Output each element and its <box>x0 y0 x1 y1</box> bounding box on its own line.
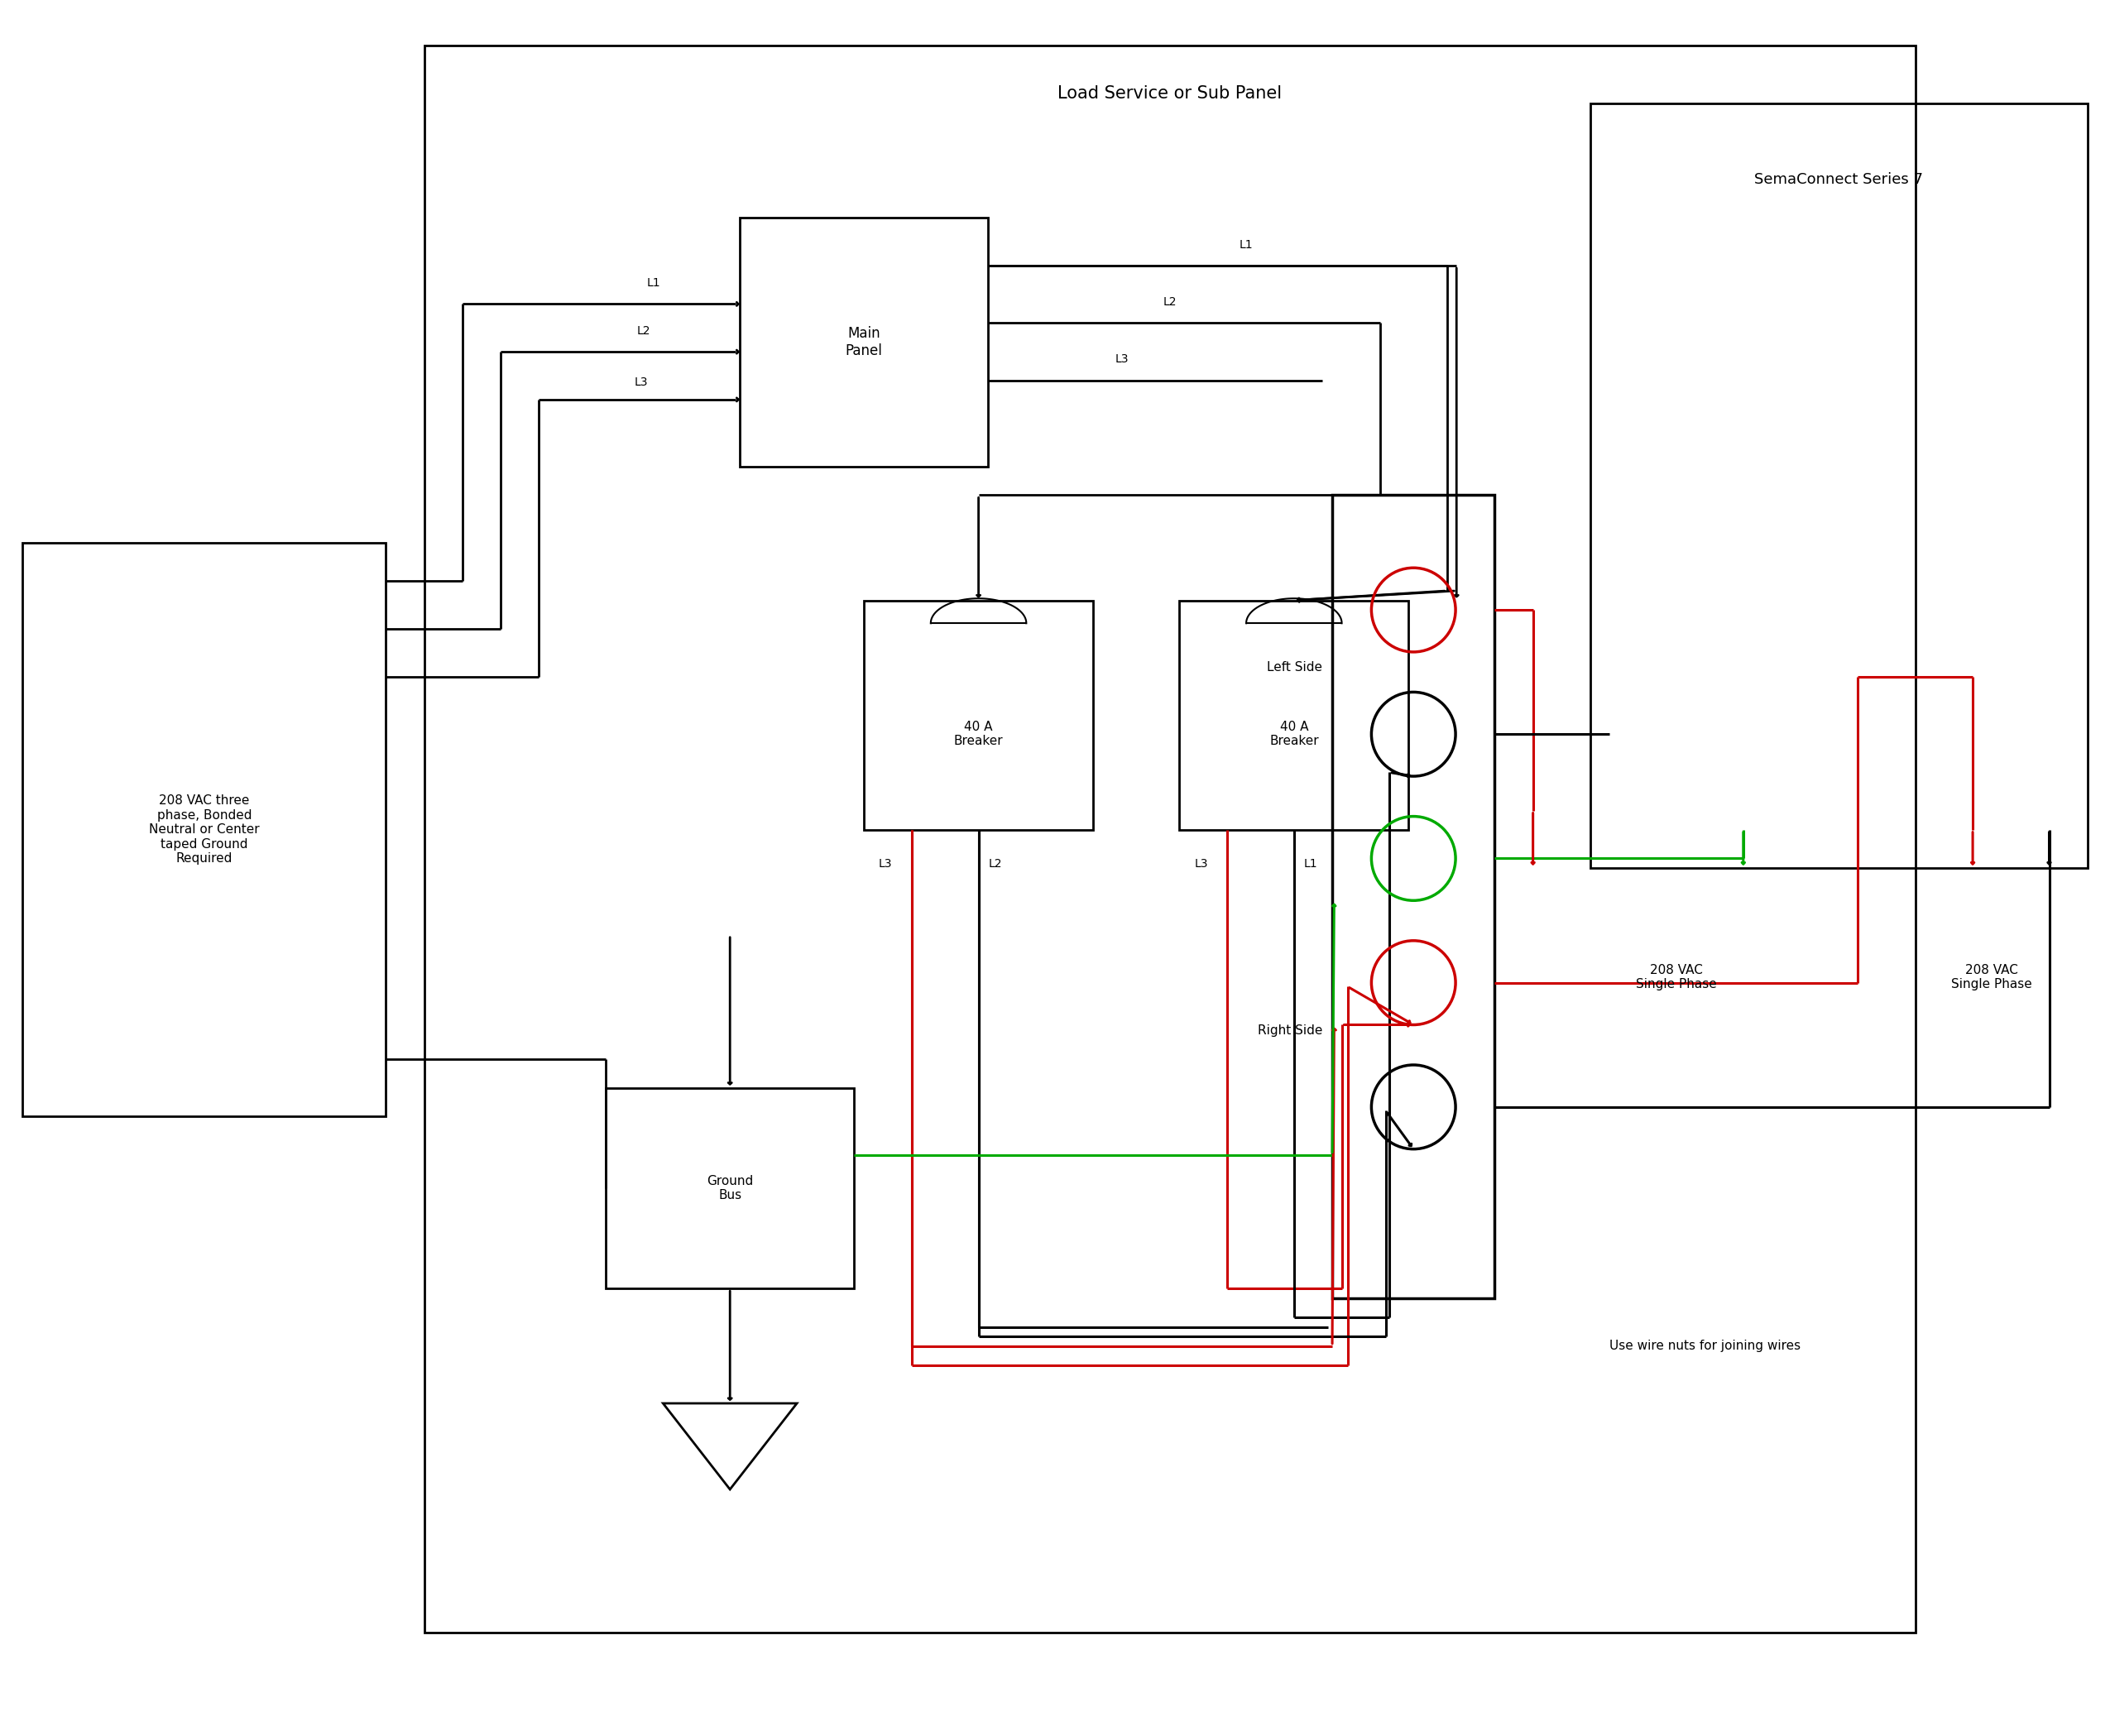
Text: L1: L1 <box>646 278 660 288</box>
Text: Use wire nuts for joining wires: Use wire nuts for joining wires <box>1610 1340 1800 1352</box>
Text: L1: L1 <box>1304 858 1317 870</box>
Bar <box>738 219 987 467</box>
Text: L3: L3 <box>1194 858 1207 870</box>
Text: L3: L3 <box>1114 354 1129 365</box>
Text: SemaConnect Series 7: SemaConnect Series 7 <box>1756 172 1924 187</box>
Bar <box>863 601 1093 830</box>
Bar <box>1591 102 2087 868</box>
Text: Load Service or Sub Panel: Load Service or Sub Panel <box>1057 85 1283 102</box>
Text: Ground
Bus: Ground Bus <box>707 1175 753 1201</box>
Text: 208 VAC
Single Phase: 208 VAC Single Phase <box>1635 963 1718 991</box>
Bar <box>1331 495 1494 1299</box>
Text: L1: L1 <box>1239 240 1253 250</box>
Bar <box>424 45 1916 1634</box>
Bar <box>1179 601 1409 830</box>
Bar <box>23 543 386 1116</box>
Text: 40 A
Breaker: 40 A Breaker <box>1270 720 1319 748</box>
Text: L3: L3 <box>880 858 893 870</box>
Text: 208 VAC
Single Phase: 208 VAC Single Phase <box>1952 963 2032 991</box>
Text: L2: L2 <box>987 858 1002 870</box>
Text: 208 VAC three
phase, Bonded
Neutral or Center
taped Ground
Required: 208 VAC three phase, Bonded Neutral or C… <box>150 795 260 865</box>
Bar <box>606 1088 855 1288</box>
Text: 40 A
Breaker: 40 A Breaker <box>954 720 1002 748</box>
Text: Main
Panel: Main Panel <box>846 326 882 358</box>
Text: Right Side: Right Side <box>1258 1024 1323 1036</box>
Text: L3: L3 <box>635 377 648 389</box>
Text: L2: L2 <box>637 325 650 337</box>
Text: L2: L2 <box>1163 297 1177 307</box>
Text: Left Side: Left Side <box>1268 661 1323 674</box>
